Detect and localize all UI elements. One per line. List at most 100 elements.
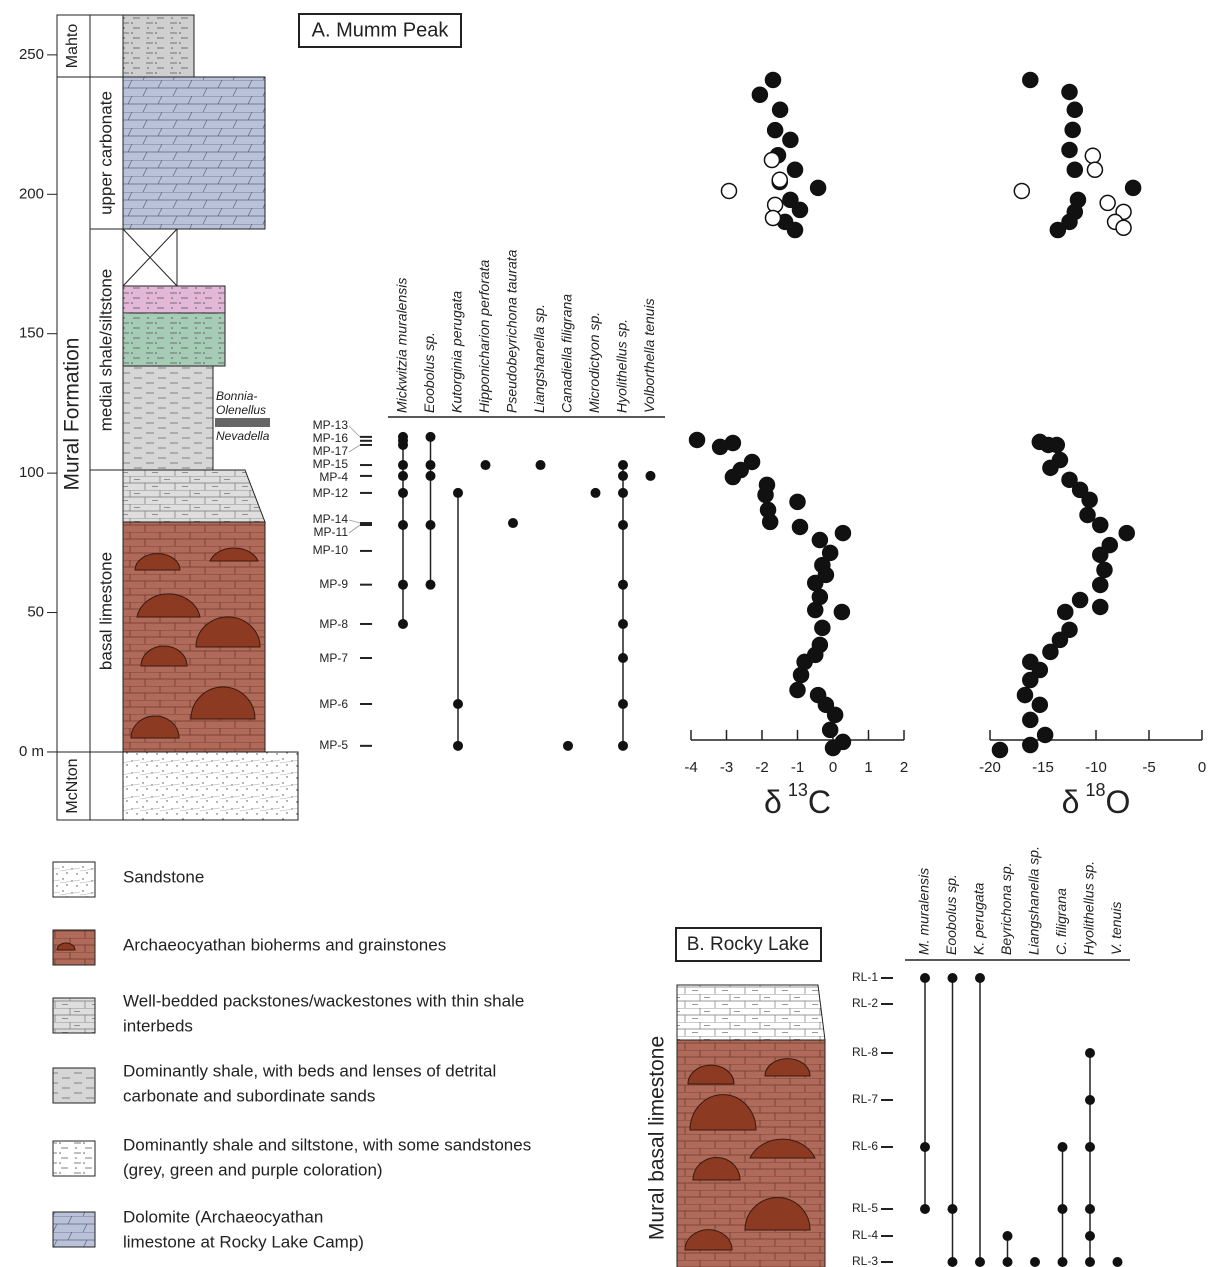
- formation-column: [56, 14, 91, 821]
- legend-swatch: [52, 1067, 96, 1104]
- occurrence: [425, 470, 436, 481]
- occurrence: [1085, 1231, 1095, 1241]
- data-point: [1091, 576, 1109, 594]
- sample-label: MP-5: [319, 738, 348, 752]
- packstone: [676, 984, 826, 1041]
- data-point: [833, 603, 851, 621]
- data-point: [786, 221, 804, 239]
- zone-label: Olenellus: [216, 403, 266, 417]
- data-point: [1051, 451, 1069, 469]
- data-point: [764, 71, 782, 89]
- x-tick-label: 0: [1198, 759, 1206, 776]
- legend-bioherm: [56, 942, 76, 951]
- covered-cross: [122, 228, 178, 287]
- data-point: [1031, 696, 1049, 714]
- bioherm: [689, 1094, 757, 1131]
- data-point: [1022, 736, 1039, 754]
- occurrence: [453, 699, 463, 710]
- occurrence: [618, 519, 628, 530]
- legend-swatch: [53, 1141, 95, 1176]
- occurrence: [975, 1257, 985, 1267]
- legend-swatch: [52, 997, 96, 1034]
- taxon-label: Hyolithellus sp.: [1081, 861, 1097, 955]
- occurrence: [1030, 1257, 1040, 1267]
- data-point: [789, 681, 806, 699]
- data-point: [720, 182, 738, 200]
- data-point: [1118, 524, 1135, 542]
- data-point: [1016, 686, 1034, 704]
- data-point: [688, 431, 706, 449]
- leader: [348, 524, 361, 534]
- data-point: [782, 191, 799, 209]
- x-tick-label: 2: [900, 759, 908, 776]
- sample-label: MP-6: [319, 697, 348, 711]
- data-point: [991, 741, 1009, 759]
- x-tick-label: -3: [720, 759, 733, 776]
- y-tick-label: 200: [19, 185, 44, 202]
- data-point: [782, 131, 799, 149]
- legend-text: Dominantly shale and siltstone, with som…: [123, 1135, 531, 1154]
- mahto-lithology: [123, 15, 194, 77]
- legend-text: limestone at Rocky Lake Camp): [123, 1232, 364, 1251]
- x-axis-label-part: δ: [764, 784, 782, 820]
- occurrence: [398, 618, 408, 629]
- sample-label: RL-5: [852, 1201, 878, 1215]
- zone-label: Nevadella: [216, 429, 270, 443]
- bioherm: [764, 1058, 811, 1077]
- data-point: [1061, 141, 1078, 159]
- member-label: upper carbonate: [96, 91, 115, 215]
- data-point: [791, 201, 809, 219]
- taxon-label: Mickwitzia muralensis: [394, 278, 410, 413]
- occurrence: [398, 487, 408, 498]
- sample-label: MP-7: [319, 651, 348, 665]
- data-point: [1036, 726, 1054, 744]
- y-tick-label: 0 m: [19, 743, 44, 760]
- bioherm: [684, 1229, 733, 1251]
- legend-text: Dominantly shale, with beds and lenses o…: [123, 1061, 496, 1080]
- data-point: [751, 86, 769, 103]
- zone-label: Bonnia-: [216, 389, 257, 403]
- occurrence: [508, 518, 518, 529]
- data-point: [811, 636, 829, 654]
- x-tick-label: -10: [1085, 759, 1107, 776]
- member-label: medial shale/siltstone: [96, 269, 115, 432]
- sandstone: [122, 751, 299, 821]
- x-tick-label: -20: [979, 759, 1001, 776]
- occurrence: [920, 973, 930, 983]
- data-point: [1066, 161, 1084, 179]
- occurrence: [1085, 1204, 1095, 1214]
- occurrence: [1085, 1048, 1095, 1058]
- occurrence: [535, 460, 546, 471]
- data-point: [1048, 436, 1066, 454]
- occurrence: [398, 439, 408, 450]
- occurrence: [1002, 1231, 1013, 1241]
- data-point: [1022, 653, 1039, 671]
- panel-title: A. Mumm Peak: [312, 19, 450, 41]
- data-point: [743, 453, 761, 471]
- data-point: [1051, 631, 1069, 649]
- data-point: [834, 733, 852, 751]
- occurrence: [618, 740, 628, 751]
- data-point: [1022, 671, 1039, 689]
- occurrence: [618, 470, 628, 481]
- x-tick-label: 1: [864, 759, 872, 776]
- occurrence: [398, 470, 408, 481]
- taxon-label: Kutorginia perugata: [449, 291, 465, 413]
- data-point: [1049, 221, 1067, 239]
- sample-label: RL-3: [852, 1254, 878, 1267]
- occurrence: [453, 487, 463, 498]
- data-point: [1061, 83, 1078, 101]
- bioherm: [140, 645, 188, 667]
- bioherm: [744, 1197, 811, 1231]
- occurrence: [1057, 1257, 1068, 1267]
- sample-label: MP-16: [313, 431, 349, 445]
- data-point: [1079, 506, 1096, 524]
- taxon-label: V. tenuis: [1108, 902, 1124, 955]
- legend-swatch: [52, 1211, 96, 1248]
- taxon-label: Pseudobeyrichona taurata: [504, 249, 520, 413]
- data-point: [1066, 101, 1084, 119]
- occurrence: [425, 431, 436, 442]
- data-point: [1042, 643, 1059, 661]
- occurrence: [425, 519, 436, 530]
- y-tick-label: 100: [19, 464, 44, 481]
